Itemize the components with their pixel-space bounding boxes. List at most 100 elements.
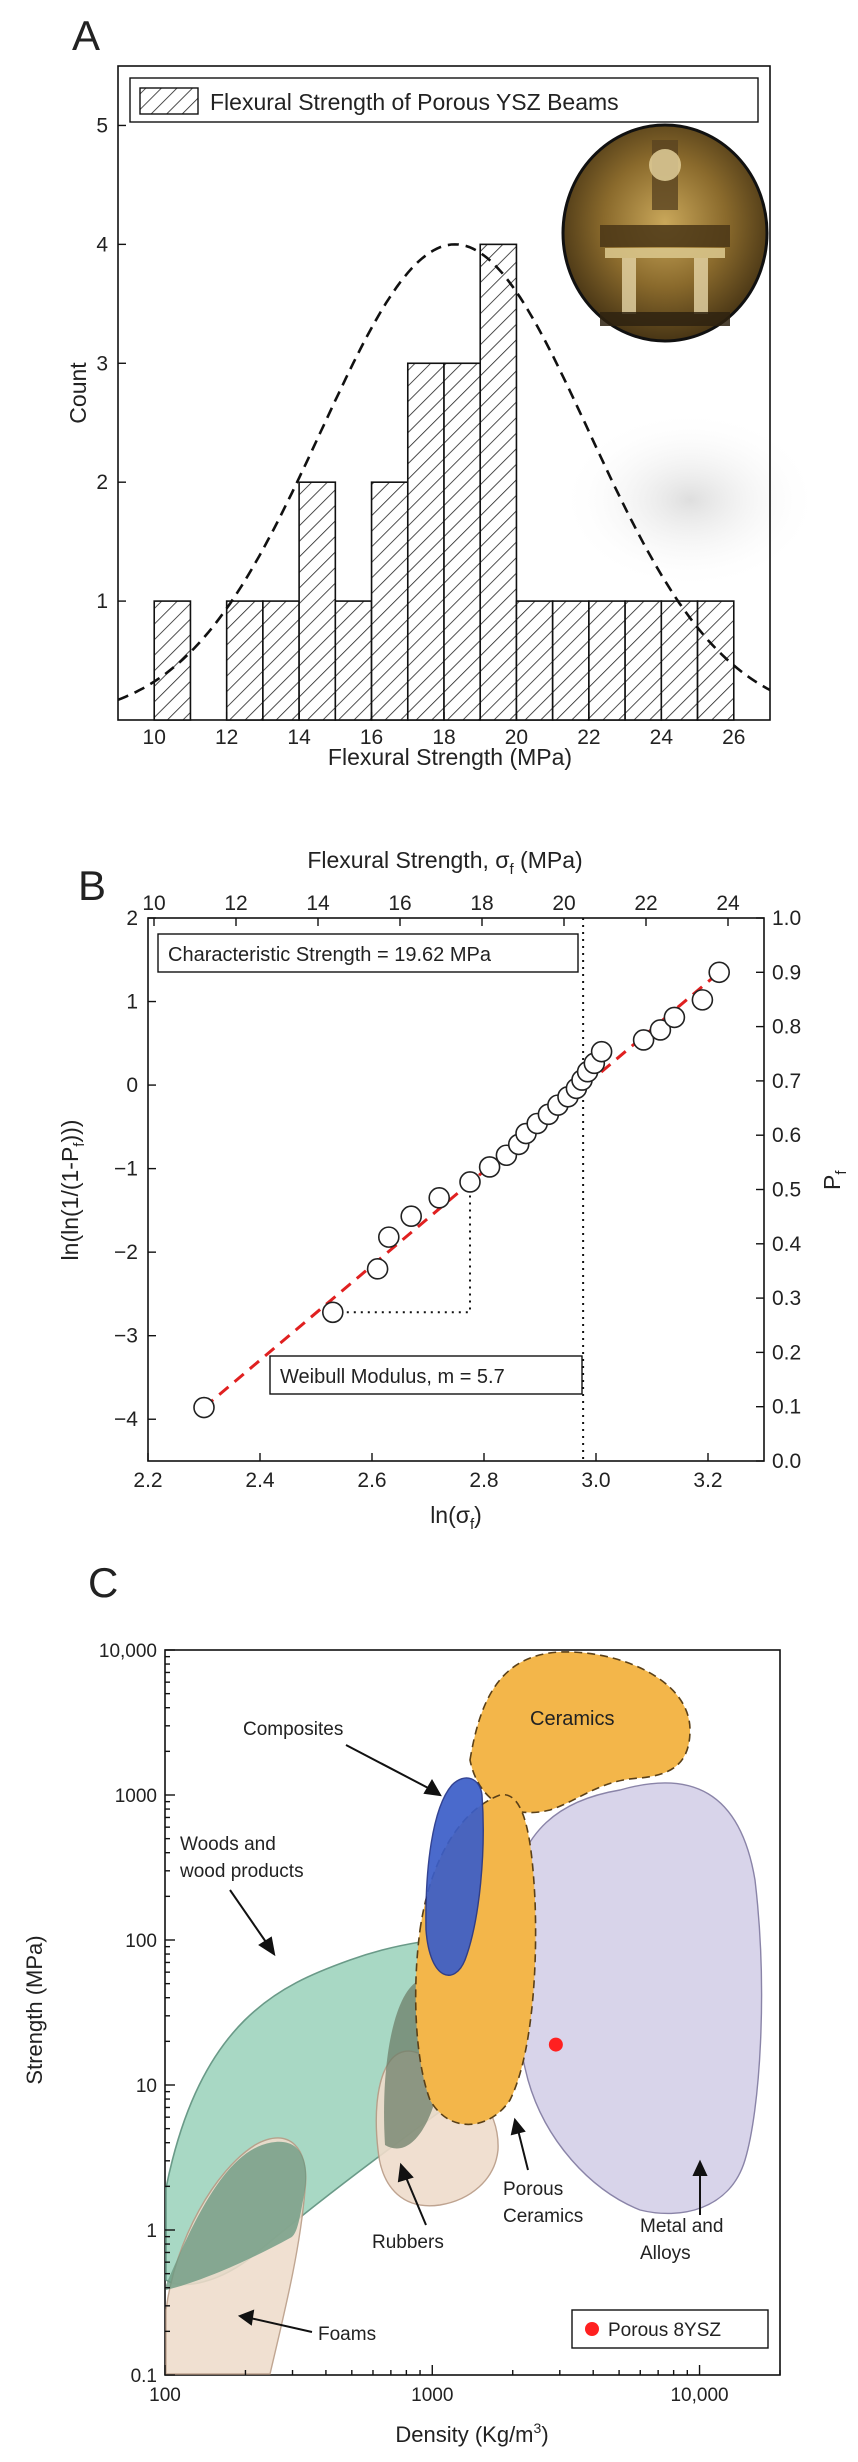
x-tick-label-3: 2.8	[469, 1469, 498, 1492]
panel-c-x-ticks: 100 1000 10,000	[149, 2365, 781, 2406]
histogram-bar-7	[443, 362, 482, 721]
x-tick-label-2: 10,000	[670, 2385, 728, 2406]
panel-a-x-axis-label: Flexural Strength (MPa)	[328, 744, 572, 770]
top-tick-label-1: 12	[224, 892, 247, 915]
label-woods-line1: Woods and	[180, 1834, 276, 1855]
x-tick-label-2: 2.6	[357, 1469, 386, 1492]
region-metals	[508, 1782, 763, 2215]
label-composites: Composites	[243, 1719, 343, 1740]
panel-c-ashby-chart: C 100 1000 10,000 0.1 1 10 100 1000 10,000 Cera…	[22, 1559, 781, 2447]
panel-a-bars	[153, 243, 735, 721]
y-tick-label-4: 1000	[115, 1786, 157, 1807]
panel-b-right-ticks: 0.0 0.1 0.2 0.3 0.4 0.5 0.6 0.7 0.8 0.9 1.0	[756, 907, 802, 1473]
histogram-bar-14	[696, 600, 735, 721]
top-tick-label-7: 24	[716, 892, 740, 915]
x-tick-label-7: 24	[650, 726, 674, 749]
data-point-22	[663, 1006, 686, 1029]
histogram-bar-10	[551, 600, 590, 721]
right-tick-label-2: 0.2	[772, 1341, 801, 1364]
x-tick-label-1: 12	[215, 726, 238, 749]
histogram-bar-8	[479, 243, 518, 721]
y-tick-label-1: 2	[96, 471, 108, 494]
region-ceramics	[469, 1651, 691, 1814]
right-tick-label-3: 0.3	[772, 1287, 801, 1310]
y-tick-label-4: 5	[96, 114, 108, 137]
x-tick-label-0: 100	[149, 2385, 181, 2406]
right-tick-label-4: 0.4	[772, 1233, 802, 1256]
right-tick-label-7: 0.7	[772, 1070, 801, 1093]
data-point-23	[691, 989, 714, 1011]
data-point-3	[377, 1226, 400, 1248]
histogram-bar-5	[370, 481, 409, 721]
panel-a-y-axis-label: Count	[65, 362, 91, 424]
right-tick-label-5: 0.5	[772, 1179, 801, 1202]
x-tick-label-3: 16	[360, 726, 383, 749]
top-tick-label-5: 20	[552, 892, 575, 915]
x-tick-label-4: 3.0	[581, 1469, 610, 1492]
y-tick-label-2: −2	[114, 1241, 138, 1264]
region-composites	[425, 1777, 484, 1976]
y-tick-label-0: 0.1	[131, 2366, 157, 2387]
panel-b-top-ticks: 10 12 14 16 18 20 22 24	[142, 892, 740, 926]
y-tick-label-5: 1	[126, 991, 138, 1014]
region-woods-foams-overlap	[166, 2141, 307, 2290]
panel-a-fit-curve	[117, 243, 771, 702]
histogram-bar-2	[262, 600, 300, 721]
right-tick-label-0: 0.0	[772, 1450, 801, 1473]
histogram-bar-12	[624, 600, 663, 721]
legend-hatch-swatch	[139, 87, 199, 115]
panel-a-x-ticks: 10 12 14 16 18 20 22 24 26	[143, 712, 745, 749]
x-tick-label-1: 1000	[411, 2385, 453, 2406]
panel-b-fit-line	[203, 971, 721, 1409]
label-porous-ceramics-line2: Ceramics	[503, 2206, 583, 2227]
x-tick-label-0: 2.2	[133, 1469, 162, 1492]
label-foams: Foams	[318, 2324, 376, 2345]
y-tick-label-0: −4	[114, 1408, 138, 1431]
right-tick-label-6: 0.6	[772, 1124, 801, 1147]
porous-8ysz-point	[548, 2037, 563, 2052]
histogram-bar-9	[515, 600, 554, 721]
data-point-1	[321, 1301, 344, 1324]
label-porous-ceramics-line1: Porous	[503, 2179, 563, 2200]
label-ceramics: Ceramics	[530, 1708, 614, 1730]
histogram-bar-11	[588, 600, 626, 721]
histogram-bar-6	[406, 362, 445, 721]
top-tick-label-4: 18	[470, 892, 493, 915]
y-tick-label-2: 10	[136, 2076, 157, 2097]
panel-b-data-points	[193, 961, 731, 1419]
label-metals-line2: Alloys	[640, 2243, 691, 2264]
panel-b-y-ticks: −4 −3 −2 −1 0 1 2	[114, 907, 156, 1431]
y-tick-label-6: 2	[126, 907, 138, 930]
panel-c-x-axis-label: Density (Kg/m3)	[395, 2420, 548, 2447]
panel-b-y-axis-label: ln(ln(1/(1-Pf)))	[57, 1120, 88, 1261]
top-tick-label-3: 16	[388, 892, 411, 915]
panel-b-weibull-plot: B Flexural Strength, σf (MPa) 2.2 2.4 2.6 2…	[57, 847, 850, 1533]
y-tick-label-5: 10,000	[99, 1641, 157, 1662]
panel-a-y-ticks: 1 2 3 4 5	[96, 114, 126, 613]
inset-photo-test-fixture	[561, 123, 769, 343]
histogram-bar-1	[225, 600, 264, 721]
panel-b-top-axis-label: Flexural Strength, σf (MPa)	[307, 847, 582, 878]
top-tick-label-2: 14	[306, 892, 330, 915]
svg-text:Weibull Modulus, m = 5.7: Weibull Modulus, m = 5.7	[280, 1366, 505, 1388]
panel-a-legend: Flexural Strength of Porous YSZ Beams	[129, 77, 759, 123]
data-point-5	[428, 1187, 451, 1209]
y-tick-label-0: 1	[96, 590, 108, 613]
legend-porous-8ysz: Porous 8YSZ	[608, 2320, 721, 2341]
x-tick-label-2: 14	[287, 726, 311, 749]
top-tick-label-6: 22	[634, 892, 657, 915]
y-tick-label-1: −3	[114, 1325, 138, 1348]
data-point-19	[590, 1040, 613, 1063]
y-tick-label-2: 3	[96, 352, 108, 375]
x-tick-label-8: 26	[722, 726, 745, 749]
panel-c-y-ticks: 0.1 1 10 100 1000 10,000	[99, 1641, 175, 2387]
panel-c-label: C	[88, 1559, 118, 1606]
histogram-bar-0	[153, 600, 192, 721]
region-labels: Ceramics Composites Woods and wood produ…	[179, 1708, 723, 2345]
right-tick-label-10: 1.0	[772, 907, 801, 930]
y-tick-label-1: 1	[146, 2221, 157, 2242]
legend-label: Flexural Strength of Porous YSZ Beams	[210, 89, 619, 115]
y-tick-label-4: 0	[126, 1074, 138, 1097]
